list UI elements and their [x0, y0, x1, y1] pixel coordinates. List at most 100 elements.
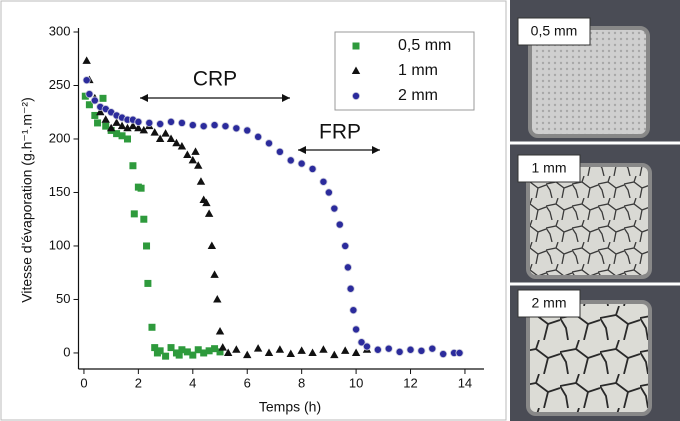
x-tick-label: 14: [458, 375, 472, 390]
marker-triangle: [253, 344, 263, 352]
legend-label: 0,5 mm: [398, 37, 451, 54]
marker-triangle: [204, 209, 214, 217]
marker-triangle: [213, 294, 222, 303]
legend-marker: [351, 66, 361, 74]
marker-circle: [221, 122, 230, 131]
marker-triangle: [82, 56, 91, 64]
marker-triangle: [106, 123, 116, 132]
x-tick-label: 10: [349, 375, 363, 390]
marker-triangle: [161, 129, 170, 137]
marker-triangle: [196, 177, 206, 185]
x-tick-label: 12: [403, 375, 417, 390]
marker-triangle: [232, 345, 241, 353]
marker-square: [194, 346, 202, 354]
marker-triangle: [207, 241, 217, 249]
marker-circle: [330, 204, 339, 213]
legend-label: 2 mm: [398, 87, 438, 104]
marker-triangle: [243, 350, 252, 359]
y-tick-label: 150: [49, 184, 71, 199]
marker-triangle: [96, 107, 105, 116]
x-tick-label: 2: [135, 375, 142, 390]
marker-circle: [286, 156, 295, 165]
marker-square: [167, 344, 175, 352]
marker-square: [123, 135, 131, 143]
marker-circle: [362, 342, 371, 351]
marker-circle: [373, 345, 382, 354]
marker-circle: [156, 120, 165, 129]
marker-circle: [341, 241, 350, 250]
marker-triangle: [194, 161, 203, 169]
annotation: FRP: [319, 121, 361, 144]
marker-circle: [265, 139, 274, 148]
legend-marker: [351, 92, 360, 101]
marker-square: [211, 345, 219, 353]
marker-square: [113, 130, 121, 138]
marker-circle: [308, 164, 317, 173]
marker-circle: [324, 188, 333, 197]
marker-triangle: [123, 123, 132, 132]
marker-triangle: [101, 115, 110, 123]
marker-circle: [384, 344, 393, 353]
marker-circle: [167, 117, 176, 126]
marker-square: [178, 346, 186, 354]
legend-label: 1 mm: [398, 62, 438, 79]
marker-square: [81, 92, 89, 100]
marker-triangle: [150, 128, 159, 136]
marker-circle: [346, 284, 355, 293]
marker-circle: [232, 124, 241, 133]
annotation: CRP: [193, 68, 237, 91]
marker-triangle: [188, 155, 198, 164]
photo-panel: [510, 0, 680, 421]
marker-square: [85, 101, 93, 109]
marker-circle: [297, 159, 306, 168]
marker-square: [129, 162, 137, 170]
y-tick-label: 0: [63, 344, 70, 359]
x-tick-label: 4: [189, 375, 196, 390]
marker-circle: [243, 126, 252, 135]
legend-marker: [352, 42, 360, 50]
marker-circle: [343, 263, 352, 272]
y-tick-label: 250: [49, 77, 71, 92]
marker-square: [94, 119, 102, 127]
marker-square: [216, 348, 224, 356]
marker-square: [140, 215, 148, 223]
marker-triangle: [286, 349, 295, 358]
marker-circle: [210, 121, 219, 130]
marker-circle: [455, 348, 464, 357]
marker-circle: [145, 118, 154, 127]
marker-square: [189, 351, 197, 359]
x-tick-label: 6: [244, 375, 251, 390]
marker-circle: [85, 90, 94, 99]
marker-circle: [439, 350, 448, 359]
marker-square: [143, 242, 151, 250]
x-axis-label: Temps (h): [259, 399, 321, 415]
marker-square: [200, 349, 208, 357]
x-tick-label: 0: [80, 375, 87, 390]
photo-label: 2 mm: [532, 295, 567, 311]
marker-square: [156, 347, 164, 355]
marker-triangle: [139, 125, 149, 134]
marker-triangle: [128, 121, 138, 130]
marker-triangle: [215, 327, 225, 335]
marker-circle: [352, 325, 361, 334]
photo-label: 1 mm: [532, 160, 567, 176]
marker-circle: [417, 346, 426, 355]
marker-triangle: [166, 134, 176, 142]
marker-square: [91, 111, 99, 119]
y-tick-label: 300: [49, 23, 71, 38]
photo-label: 0,5 mm: [531, 23, 578, 39]
marker-triangle: [297, 346, 306, 354]
y-tick-label: 50: [56, 291, 70, 306]
y-axis-label: Vitesse d'évaporation (g.h⁻¹.m⁻²): [19, 97, 35, 303]
marker-square: [151, 344, 159, 352]
marker-circle: [428, 344, 437, 353]
marker-triangle: [330, 350, 339, 359]
marker-triangle: [117, 121, 127, 130]
chart-frame: [0, 0, 507, 421]
marker-circle: [199, 122, 208, 131]
marker-square: [144, 279, 152, 287]
marker-square: [130, 210, 138, 218]
marker-triangle: [223, 348, 233, 356]
marker-square: [205, 347, 213, 355]
